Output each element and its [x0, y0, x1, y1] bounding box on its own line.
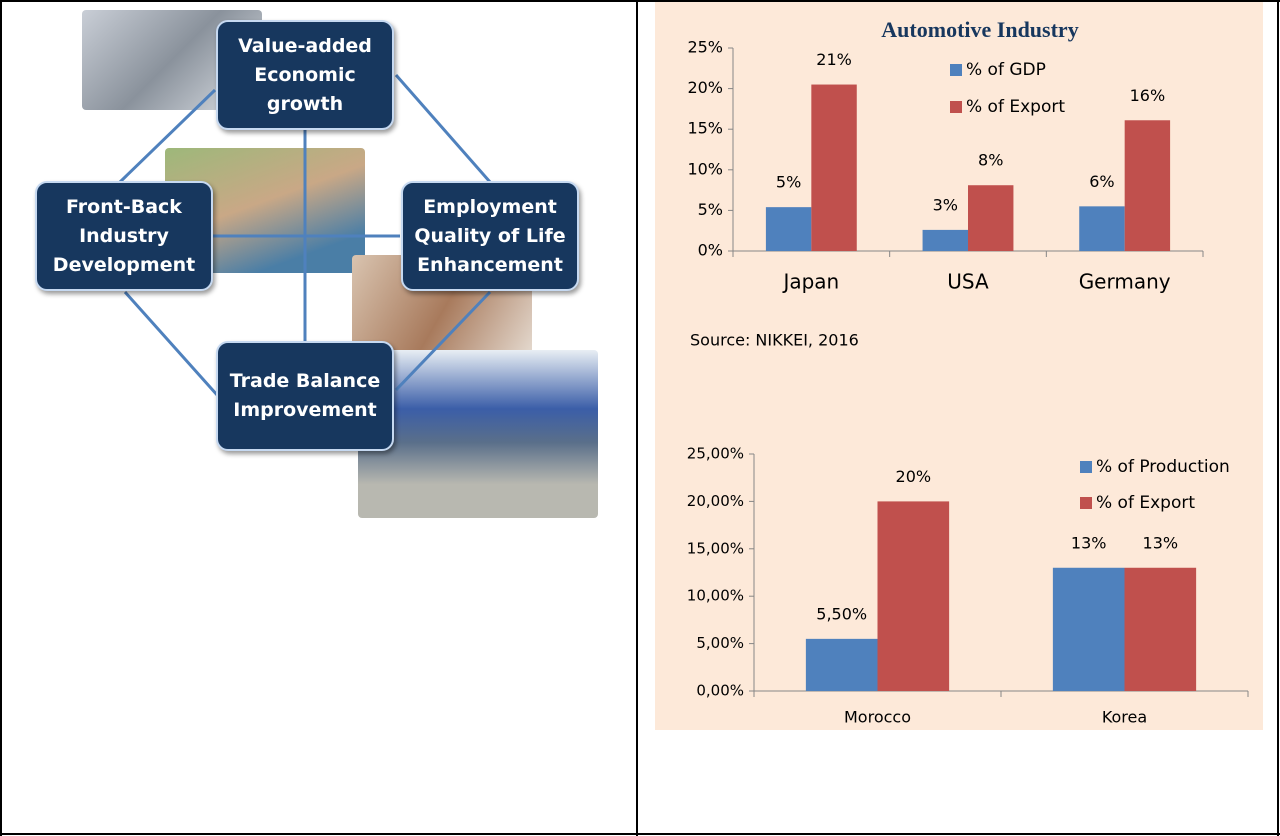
legend-label: % of Production [1096, 457, 1230, 477]
x-tick-label: Korea [1102, 708, 1147, 727]
legend-swatch [950, 101, 962, 113]
legend-label: % of Export [1096, 493, 1195, 513]
value-label: 20% [896, 467, 932, 486]
node: Trade Balance Improvement [216, 341, 394, 451]
y-tick-label: 20,00% [687, 492, 744, 510]
legend-label: % of GDP [966, 60, 1046, 80]
node-label: Enhancement [417, 253, 563, 276]
connector [118, 88, 217, 184]
bar [805, 638, 878, 691]
node-label: Development [52, 253, 196, 276]
photo-toll-gate [358, 350, 598, 518]
legend-swatch [950, 64, 962, 76]
node-label: Improvement [233, 399, 377, 421]
y-tick-label: 5% [698, 200, 723, 219]
connector [394, 74, 492, 183]
node-label: Front-Back [66, 195, 182, 218]
bar [811, 84, 857, 251]
y-tick-label: 20% [687, 78, 723, 97]
y-tick-label: 25,00% [687, 445, 744, 463]
y-tick-label: 10,00% [687, 587, 744, 605]
y-tick-label: 25% [687, 38, 723, 57]
value-label: 13% [1143, 533, 1179, 552]
node-label: Quality of Life [414, 224, 566, 247]
node-label: Employment [423, 195, 557, 218]
x-tick-label: Japan [781, 270, 839, 294]
node: Front-Back Industry Development [35, 181, 213, 291]
y-tick-label: 0% [698, 241, 723, 260]
bar [1124, 567, 1197, 691]
connector [123, 291, 220, 397]
x-tick-label: Morocco [844, 708, 911, 727]
value-label: 3% [933, 195, 958, 214]
node: Value-added Economic growth [216, 20, 394, 130]
connector [394, 290, 492, 392]
bar [765, 207, 812, 251]
bar [1079, 206, 1125, 251]
y-tick-label: 15% [687, 119, 723, 138]
node-label: Industry [79, 224, 169, 247]
bar [877, 501, 950, 691]
node-label: growth [266, 92, 344, 115]
y-tick-label: 0,00% [696, 682, 744, 700]
value-label: 6% [1089, 172, 1114, 191]
connectors [118, 74, 492, 397]
value-label: 16% [1130, 86, 1166, 105]
legend-swatch [1080, 461, 1092, 473]
value-label: 21% [816, 50, 852, 69]
chart-title: Automotive Industry [881, 17, 1078, 42]
legend-label: % of Export [966, 97, 1065, 117]
bar [922, 229, 968, 251]
node-label: Economic [254, 63, 356, 86]
y-tick-label: 5,00% [696, 634, 744, 652]
x-tick-label: USA [947, 270, 989, 294]
x-tick-label: Germany [1079, 270, 1171, 294]
bar [1052, 567, 1125, 691]
node-label: Trade Balance [229, 370, 381, 392]
value-label: 5,50% [816, 604, 867, 623]
annotation: Source: NIKKEI, 2016 [690, 331, 859, 350]
bar [1124, 120, 1171, 251]
value-label: 8% [978, 151, 1003, 170]
node: Employment Quality of Life Enhancement [401, 181, 579, 291]
node-label: Value-added [238, 34, 372, 57]
value-label: 13% [1071, 533, 1107, 552]
y-tick-label: 15,00% [687, 539, 744, 557]
y-tick-label: 10% [687, 159, 723, 178]
legend-swatch [1080, 497, 1092, 509]
value-label: 5% [776, 173, 801, 192]
bar [968, 185, 1014, 251]
